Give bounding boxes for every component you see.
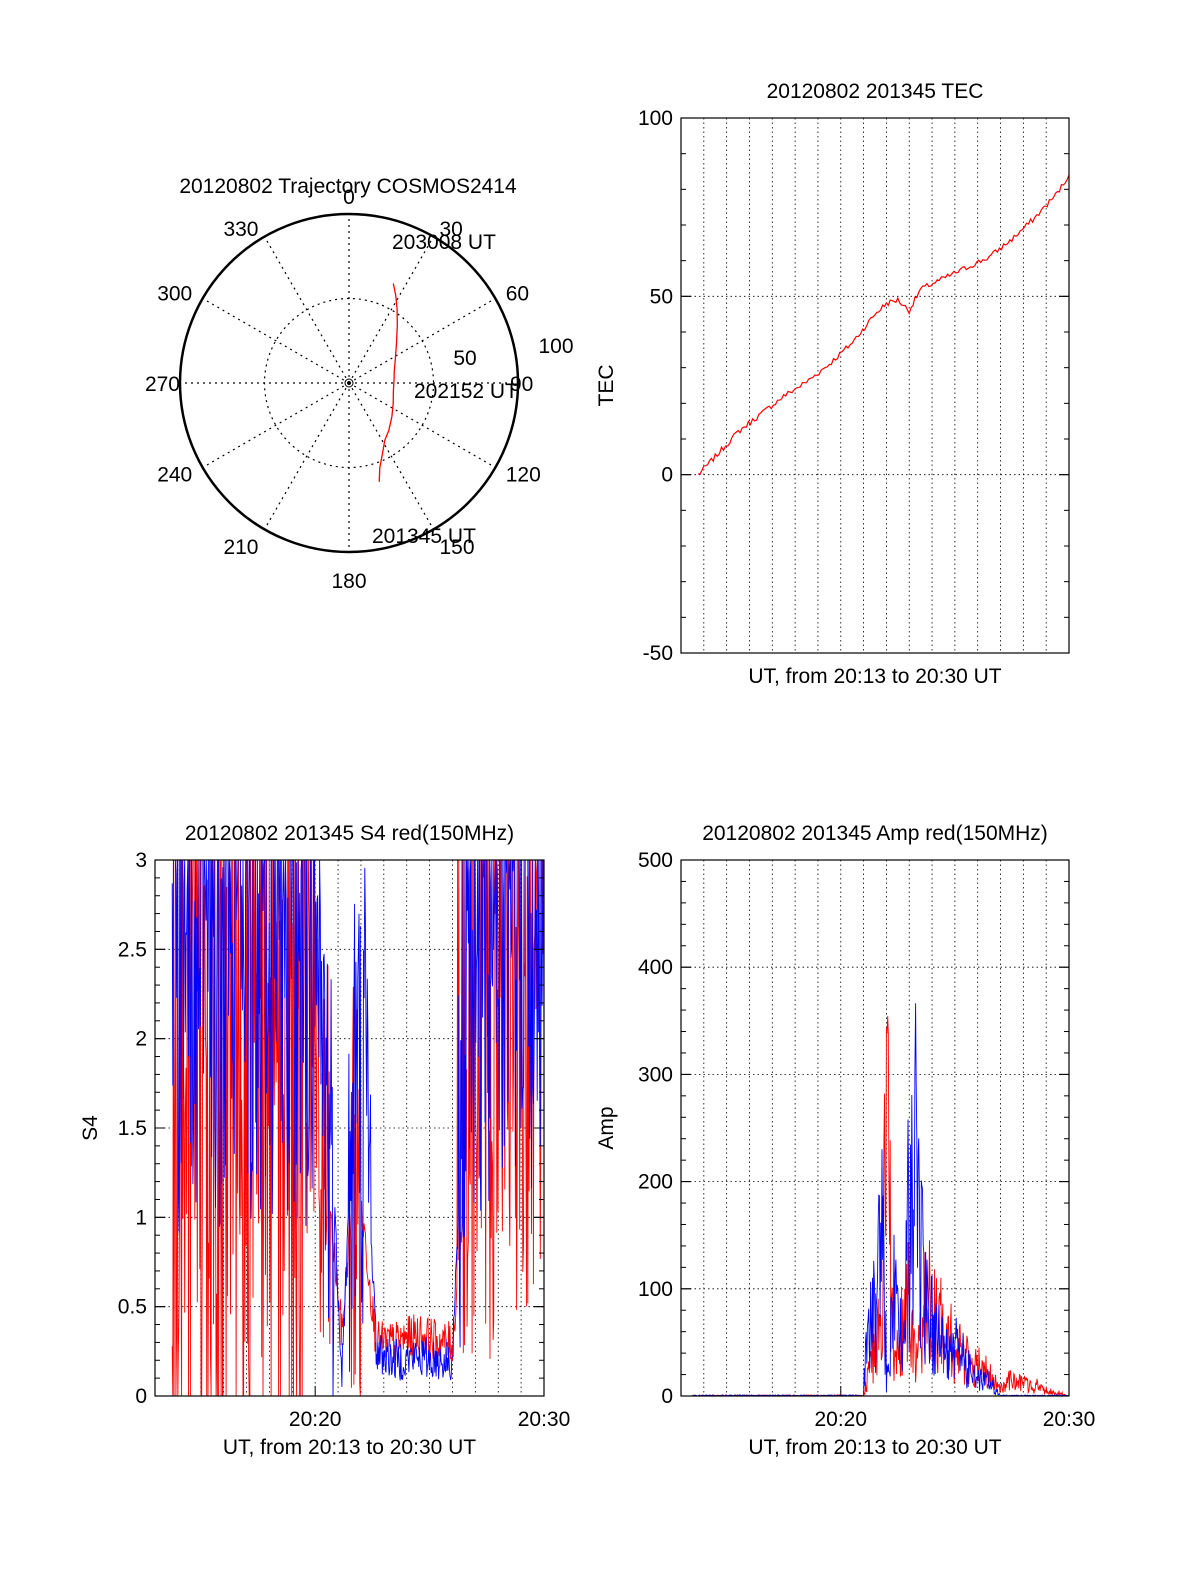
chart-title: 20120802 201345 Amp red(150MHz) xyxy=(702,822,1048,845)
x-tick-label: 20:20 xyxy=(289,1408,342,1431)
time-annotation: 201345 UT xyxy=(372,525,476,548)
chart-amp: 0 100 200 300 400 500 20:20 20:30 20120802 20134… xyxy=(595,822,1095,1459)
azimuth-label: 300 xyxy=(157,283,192,306)
y-tick-label: -50 xyxy=(643,642,673,665)
y-tick-label: 0 xyxy=(135,1385,147,1408)
azimuth-label: 60 xyxy=(506,283,529,306)
y-axis-label: TEC xyxy=(595,365,618,407)
series-red-line xyxy=(698,174,1070,475)
y-tick-label: 3 xyxy=(135,849,147,872)
radius-label: 100 xyxy=(538,335,573,358)
chart-title: 20120802 Trajectory COSMOS2414 xyxy=(179,175,517,198)
chart-polar: 0 30 60 90 120 150 180 210 240 270 300 330 50 100 2030… xyxy=(145,175,574,593)
series-red-line xyxy=(692,1016,1070,1397)
y-tick-label: 300 xyxy=(638,1063,673,1086)
azimuth-label: 180 xyxy=(331,570,366,593)
y-tick-label: 100 xyxy=(638,107,673,130)
azimuth-label: 210 xyxy=(223,536,258,559)
grid-spoke xyxy=(348,382,435,530)
x-axis-label: UT, from 20:13 to 20:30 UT xyxy=(748,1436,1001,1459)
azimuth-label: 0 xyxy=(343,186,355,209)
azimuth-label: 330 xyxy=(223,218,258,241)
azimuth-label: 270 xyxy=(145,373,180,396)
y-tick-label: 0 xyxy=(661,464,673,487)
outer-circle xyxy=(178,212,520,554)
x-tick-label: 20:30 xyxy=(1043,1408,1096,1431)
center-marker xyxy=(344,378,354,388)
y-tick-label: 2.5 xyxy=(118,938,147,961)
azimuth-label: 150 xyxy=(440,536,475,559)
azimuth-label: 240 xyxy=(157,464,192,487)
time-annotation: 202152 UT xyxy=(414,380,518,403)
grid-spoke xyxy=(263,382,350,530)
grid-spoke xyxy=(202,382,350,469)
y-tick-label: 400 xyxy=(638,956,673,979)
chart-s4: 0 0.5 1 1.5 2 2.5 3 20:20 20:30 20120802 201345 S… xyxy=(79,822,570,1459)
y-tick-label: 200 xyxy=(638,1171,673,1194)
y-tick-label: 1 xyxy=(135,1206,147,1229)
grid-spoke xyxy=(263,236,350,384)
plot-frame xyxy=(680,117,1070,654)
y-axis-label: S4 xyxy=(79,1115,102,1141)
x-tick-label: 20:20 xyxy=(814,1408,867,1431)
x-tick-label: 20:30 xyxy=(518,1408,571,1431)
time-annotation: 203008 UT xyxy=(392,231,496,254)
radius-label: 50 xyxy=(453,347,476,370)
azimuth-label: 30 xyxy=(440,218,463,241)
y-tick-label: 0.5 xyxy=(118,1296,147,1319)
grid-spoke xyxy=(348,236,435,384)
y-tick-label: 2 xyxy=(135,1028,147,1051)
chart-tec: -50 0 50 100 20120802 201345 TEC UT, from 20:… xyxy=(595,80,1070,688)
y-tick-label: 100 xyxy=(638,1278,673,1301)
y-tick-label: 0 xyxy=(661,1385,673,1408)
grid-spoke xyxy=(348,297,496,384)
y-tick-label: 500 xyxy=(638,849,673,872)
grid-spoke xyxy=(348,382,496,469)
grid-spoke xyxy=(202,297,350,384)
trajectory-line xyxy=(378,283,398,482)
azimuth-label: 120 xyxy=(506,464,541,487)
y-axis-label: Amp xyxy=(595,1106,618,1149)
series-blue-line xyxy=(171,859,545,1397)
y-tick-label: 1.5 xyxy=(118,1117,147,1140)
y-tick-label: 50 xyxy=(650,285,673,308)
x-axis-label: UT, from 20:13 to 20:30 UT xyxy=(748,665,1001,688)
chart-title: 20120802 201345 TEC xyxy=(767,80,984,103)
chart-title: 20120802 201345 S4 red(150MHz) xyxy=(185,822,514,845)
azimuth-label: 90 xyxy=(510,373,533,396)
x-axis-label: UT, from 20:13 to 20:30 UT xyxy=(223,1436,476,1459)
plot-frame xyxy=(680,859,1070,1397)
